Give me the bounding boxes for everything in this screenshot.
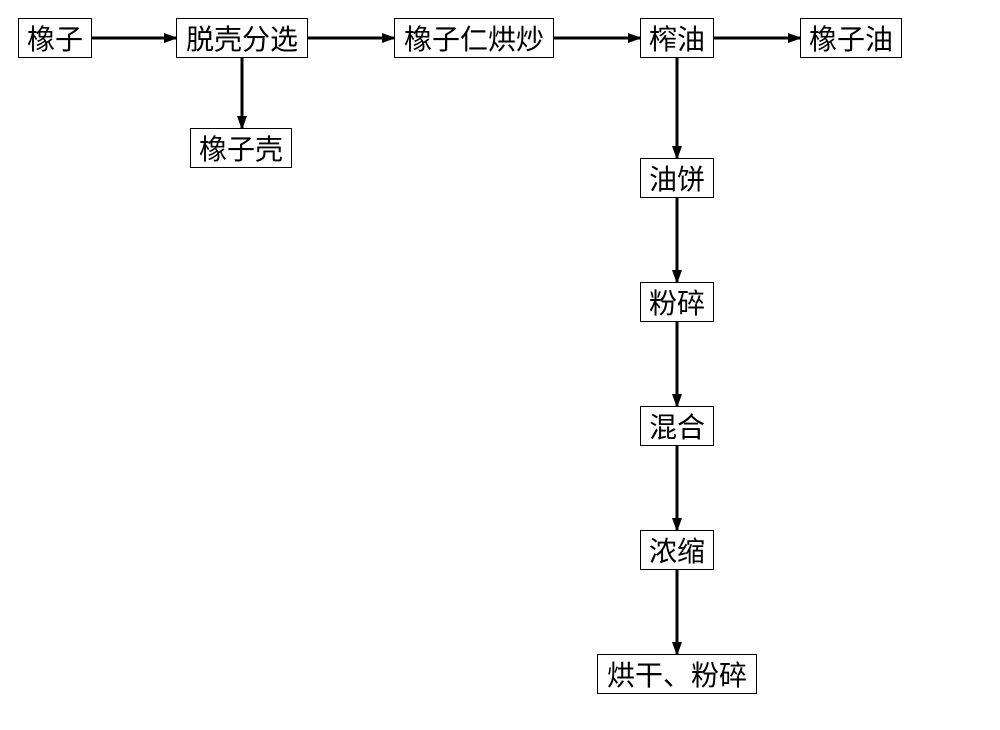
node-mix: 混合 (640, 406, 714, 446)
node-cake: 油饼 (640, 158, 714, 198)
node-oil: 橡子油 (800, 18, 902, 58)
edges-layer (0, 0, 1000, 730)
node-dehull: 脱壳分选 (176, 18, 308, 58)
node-dry_crush: 烘干、粉碎 (597, 654, 757, 694)
node-crush: 粉碎 (640, 282, 714, 322)
node-roast: 橡子仁烘炒 (394, 18, 554, 58)
node-acorn: 橡子 (18, 18, 92, 58)
node-concentrate: 浓缩 (640, 530, 714, 570)
node-shell: 橡子壳 (190, 128, 292, 168)
flowchart-canvas: 橡子 脱壳分选 橡子仁烘炒 榨油 橡子油橡子壳油饼粉碎混合浓缩烘干、粉碎 (0, 0, 1000, 730)
node-press: 榨油 (640, 18, 714, 58)
